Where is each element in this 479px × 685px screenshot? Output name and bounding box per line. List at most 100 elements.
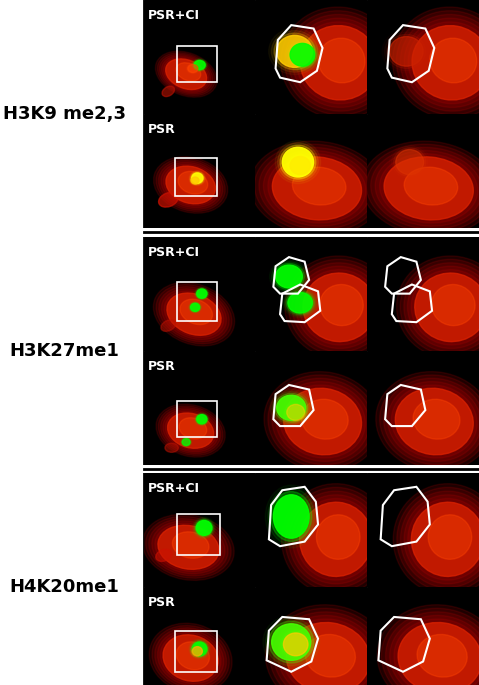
Ellipse shape (408, 499, 479, 580)
Ellipse shape (163, 410, 218, 452)
Ellipse shape (285, 11, 394, 115)
Ellipse shape (394, 619, 479, 685)
Ellipse shape (377, 605, 479, 685)
Ellipse shape (287, 153, 313, 177)
Ellipse shape (380, 153, 478, 223)
Ellipse shape (281, 7, 398, 119)
Ellipse shape (288, 14, 390, 111)
Ellipse shape (362, 141, 479, 236)
Ellipse shape (404, 495, 479, 584)
Ellipse shape (155, 628, 227, 685)
Ellipse shape (152, 625, 229, 685)
Ellipse shape (287, 404, 305, 421)
Ellipse shape (158, 53, 215, 96)
Ellipse shape (430, 38, 477, 83)
Ellipse shape (290, 156, 310, 175)
Ellipse shape (272, 262, 307, 291)
Ellipse shape (271, 31, 318, 72)
Ellipse shape (286, 291, 314, 314)
Ellipse shape (191, 303, 200, 311)
Ellipse shape (274, 612, 382, 685)
Ellipse shape (278, 142, 318, 182)
Ellipse shape (292, 167, 346, 205)
Ellipse shape (400, 260, 479, 356)
Ellipse shape (263, 151, 370, 226)
Ellipse shape (284, 289, 316, 316)
Ellipse shape (192, 59, 207, 71)
Ellipse shape (271, 492, 312, 541)
Ellipse shape (390, 615, 479, 685)
Ellipse shape (164, 58, 209, 91)
Ellipse shape (182, 438, 190, 445)
Ellipse shape (400, 491, 479, 588)
Ellipse shape (273, 157, 362, 220)
Ellipse shape (384, 157, 473, 220)
Text: PSR+CI: PSR+CI (148, 9, 200, 22)
Ellipse shape (289, 155, 312, 176)
Ellipse shape (415, 273, 479, 342)
Ellipse shape (152, 521, 225, 574)
Ellipse shape (371, 147, 479, 229)
Ellipse shape (191, 641, 208, 657)
Ellipse shape (375, 151, 479, 226)
Ellipse shape (394, 148, 426, 177)
Ellipse shape (192, 642, 207, 656)
Ellipse shape (194, 60, 205, 70)
Ellipse shape (194, 519, 214, 538)
Ellipse shape (288, 292, 312, 313)
Ellipse shape (266, 619, 317, 666)
Ellipse shape (388, 382, 479, 462)
Ellipse shape (154, 157, 228, 213)
Ellipse shape (268, 375, 377, 468)
Ellipse shape (280, 630, 312, 659)
Ellipse shape (276, 382, 369, 462)
Ellipse shape (284, 402, 308, 423)
Ellipse shape (143, 514, 234, 580)
Ellipse shape (411, 502, 479, 577)
Ellipse shape (197, 414, 207, 424)
Ellipse shape (189, 302, 201, 312)
Ellipse shape (156, 549, 172, 562)
Ellipse shape (288, 42, 317, 68)
Ellipse shape (160, 632, 221, 684)
Ellipse shape (290, 43, 315, 66)
Ellipse shape (161, 162, 220, 208)
Ellipse shape (187, 64, 199, 73)
Ellipse shape (299, 270, 379, 345)
Text: PSR: PSR (148, 123, 176, 136)
Ellipse shape (296, 499, 376, 580)
Ellipse shape (197, 289, 207, 298)
Ellipse shape (190, 303, 200, 312)
Ellipse shape (159, 160, 223, 210)
Ellipse shape (274, 495, 309, 538)
Ellipse shape (188, 64, 198, 73)
Ellipse shape (389, 36, 423, 66)
Ellipse shape (156, 404, 225, 457)
Ellipse shape (316, 514, 360, 560)
Ellipse shape (282, 631, 310, 658)
Ellipse shape (268, 488, 315, 545)
Ellipse shape (411, 270, 479, 345)
Ellipse shape (404, 263, 479, 352)
Ellipse shape (149, 623, 232, 685)
Ellipse shape (292, 263, 387, 352)
Ellipse shape (159, 406, 223, 456)
Ellipse shape (158, 525, 219, 569)
Ellipse shape (387, 34, 426, 68)
Ellipse shape (408, 22, 479, 103)
Ellipse shape (280, 145, 316, 179)
Ellipse shape (376, 372, 479, 471)
Ellipse shape (277, 395, 306, 421)
Ellipse shape (186, 63, 199, 74)
Ellipse shape (192, 646, 203, 656)
Ellipse shape (381, 608, 479, 685)
Ellipse shape (391, 385, 477, 458)
Ellipse shape (278, 615, 378, 685)
Ellipse shape (282, 484, 390, 595)
Ellipse shape (392, 7, 479, 119)
Ellipse shape (191, 172, 204, 184)
Ellipse shape (165, 443, 178, 452)
Ellipse shape (408, 266, 479, 349)
Ellipse shape (265, 605, 391, 685)
Ellipse shape (167, 293, 221, 336)
